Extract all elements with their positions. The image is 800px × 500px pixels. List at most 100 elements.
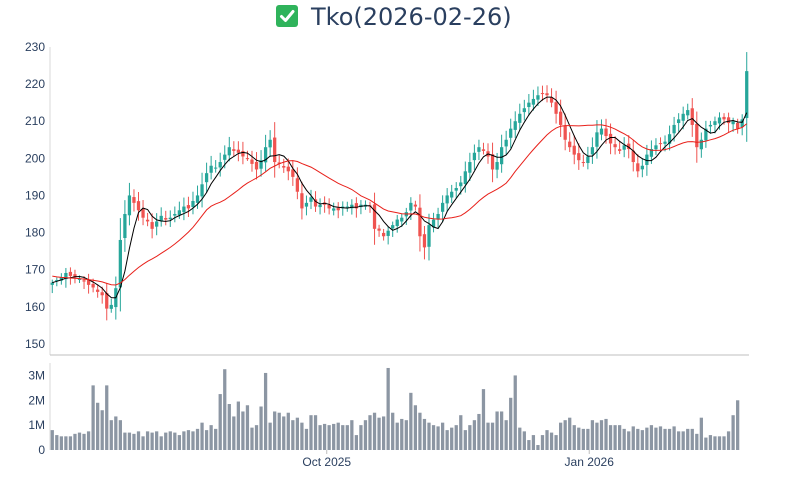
candle-body [195, 195, 200, 203]
candle-body [400, 217, 404, 222]
candle-body [627, 143, 631, 150]
candle-body [581, 162, 585, 164]
volume-bar [450, 427, 454, 450]
candle-body [409, 202, 413, 211]
volume-bar [168, 431, 172, 450]
check-mark-glyph [280, 10, 295, 22]
candle-body [431, 219, 436, 228]
volume-bar [717, 436, 722, 450]
volume-bar [109, 420, 113, 450]
candle-body [227, 147, 231, 156]
candle-body [250, 159, 254, 164]
volume-bar [699, 417, 703, 450]
volume-bar [499, 411, 504, 450]
volume-bar [686, 428, 690, 450]
volume-bar [372, 412, 377, 450]
candle-body [200, 184, 204, 197]
volume-bar [368, 415, 372, 450]
volume-bar [105, 385, 109, 450]
volume-bar [186, 430, 191, 450]
volume-bar [259, 406, 263, 450]
candle-body [77, 278, 82, 280]
volume-bar [132, 433, 136, 450]
volume-bar [150, 432, 154, 450]
candle-body [463, 171, 467, 184]
chart-title: Tko(2026-02-26) [276, 3, 512, 31]
candle-body [536, 95, 540, 100]
volume-bar [350, 420, 354, 450]
candle-body [558, 111, 563, 125]
volume-bar [68, 436, 73, 450]
volume-bar [50, 430, 54, 450]
volume-bar [91, 385, 95, 450]
volume-bar [404, 420, 408, 450]
candle-body [186, 205, 191, 209]
volume-bar [55, 435, 59, 450]
candle-body [436, 213, 440, 220]
volume-bar [381, 416, 386, 450]
candle-body [595, 132, 599, 147]
volume-bar [640, 430, 644, 450]
volume-bar [100, 410, 104, 450]
candle-body [477, 147, 481, 152]
candle-body [291, 169, 295, 177]
price-y-tick-label: 230 [25, 40, 45, 54]
volume-bar [731, 415, 735, 450]
candle-body [313, 199, 318, 207]
volume-bar [672, 426, 676, 450]
candle-body [681, 113, 685, 121]
candle-body [73, 274, 77, 278]
volume-bar [286, 412, 290, 450]
volume-bar [263, 372, 268, 450]
candle-body [282, 166, 286, 168]
volume-bar [627, 431, 631, 450]
price-y-tick-label: 170 [25, 263, 45, 277]
candle-body [327, 204, 331, 209]
volume-bar [295, 417, 300, 450]
volume-bar [436, 426, 440, 450]
volume-bar [118, 420, 122, 450]
candle-body [236, 149, 241, 153]
candle-body [182, 206, 186, 213]
volume-bar [513, 375, 517, 450]
volume-bar [86, 431, 91, 450]
volume-bar [250, 427, 254, 450]
volume-bar [59, 436, 63, 450]
volume-bar [604, 418, 608, 450]
volume-bar [400, 418, 404, 450]
volume-bar [200, 422, 204, 450]
candle-body [590, 147, 595, 155]
volume-bar [177, 435, 181, 450]
volume-bar [304, 428, 309, 450]
volume-bar [736, 400, 740, 450]
volume-bar [77, 432, 82, 450]
candle-body [513, 121, 517, 130]
candle-body [454, 188, 458, 191]
volume-bar [418, 412, 422, 450]
volume-bar [214, 428, 218, 450]
volume-bar [241, 411, 245, 450]
volume-bar [318, 425, 322, 450]
price-y-tick-label: 190 [25, 188, 45, 202]
candle-body [304, 202, 309, 207]
ma-long-line [52, 123, 748, 286]
candle-body [145, 219, 150, 222]
candle-body [604, 128, 608, 137]
volume-bar [522, 431, 526, 450]
candle-body [96, 289, 100, 292]
volume-bar [209, 425, 213, 450]
volume-bar [599, 420, 604, 450]
volume-bar [613, 425, 617, 450]
candle-body [686, 110, 690, 116]
volume-bar [204, 430, 209, 450]
candle-body [318, 204, 322, 208]
candle-body [554, 102, 558, 114]
candle-body [549, 97, 554, 103]
volume-bar [704, 437, 708, 450]
volume-bar [477, 413, 481, 450]
volume-bar [581, 428, 585, 450]
volume-bar [173, 432, 177, 450]
candle-body [499, 147, 504, 165]
volume-bar [495, 411, 499, 450]
volume-bar [618, 425, 622, 450]
